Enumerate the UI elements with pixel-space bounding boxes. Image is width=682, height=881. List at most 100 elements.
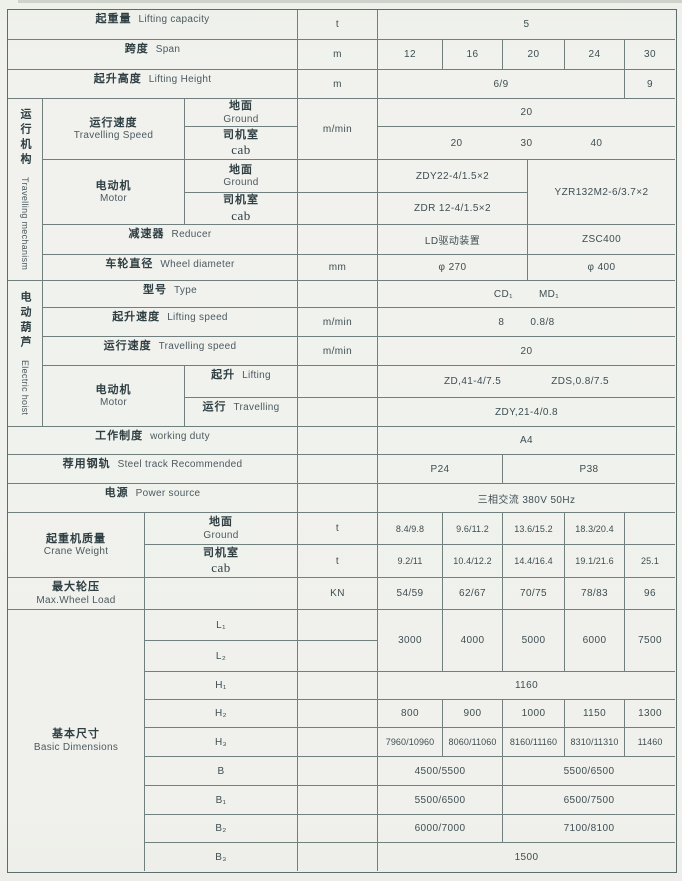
value-wheel-right: φ 400 (528, 255, 675, 281)
label-h3: H₃ (145, 728, 298, 757)
unit-cell-empty (298, 672, 378, 700)
value-span-30: 30 (625, 40, 675, 70)
value-reducer-left: LD驱动装置 (378, 225, 528, 255)
row-hoist-travelling-speed: 运行速度 Travelling speed m/min 20 (43, 337, 675, 366)
label-travelling: 运行 Travelling (185, 398, 298, 427)
label-ground: 地面 Ground (185, 99, 298, 127)
label-b2: B₂ (145, 815, 298, 843)
value-cell-empty (625, 513, 675, 545)
unit-cell-empty (298, 427, 378, 455)
label-l2: L₂ (145, 641, 298, 672)
row-steel-track: 荐用钢轨 Steel track Recommended P24 P38 (8, 455, 676, 484)
value-track-right: P38 (503, 455, 675, 484)
scan-artifact-strip (18, 0, 682, 3)
value-reducer-right: ZSC400 (528, 225, 675, 255)
value-h1: 1160 (378, 672, 675, 700)
row-h2: H₂ 800 900 1000 1150 1300 (145, 700, 675, 728)
label-b3: B₃ (145, 843, 298, 871)
label-h2: H₂ (145, 700, 298, 728)
label-b: B (145, 757, 298, 786)
value-lifting-height-30: 9 (625, 70, 675, 99)
label-lifting-speed: 起升速度 Lifting speed (43, 308, 298, 337)
value-speed-ground: 20 (378, 99, 675, 127)
label-cab: 司机室 cab (145, 545, 298, 578)
value-cell: 7500 (625, 610, 675, 672)
value-cell: 13.6/15.2 (503, 513, 565, 545)
value-cell: 25.1 (625, 545, 675, 578)
value-hoist-type: CD₁ MD₁ (378, 281, 675, 308)
value-motor-cab: ZDR 12-4/1.5×2 (378, 193, 528, 225)
motor-values-left: ZDY22-4/1.5×2 ZDR 12-4/1.5×2 (378, 160, 528, 225)
travelling-speed-values: 20 20 30 40 (378, 99, 675, 160)
value-cell: 4000 (443, 610, 503, 672)
unit-cell: mm (298, 255, 378, 281)
value-power-source: 三相交流 380V 50Hz (378, 484, 675, 513)
row-b3: B₃ 1500 (145, 843, 675, 871)
unit-cell: m/min (298, 337, 378, 366)
row-hoist-lifting-speed: 起升速度 Lifting speed m/min 8 0.8/8 (43, 308, 675, 337)
label-basic-dimensions: 基本尺寸 Basic Dimensions (8, 610, 145, 871)
value-lifting-capacity: 5 (378, 10, 675, 40)
value-lifting-height-main: 6/9 (378, 70, 625, 99)
value-b-left: 4500/5500 (378, 757, 503, 786)
label-h1: H₁ (145, 672, 298, 700)
unit-cell-empty (298, 484, 378, 513)
label-ground: 地面 Ground (145, 513, 298, 545)
unit-cell-empty (298, 366, 378, 398)
rows-l1-l2: L₁ L₂ 3000 4000 5000 6000 7500 (145, 610, 675, 672)
value-span-24: 24 (565, 40, 625, 70)
value-b3: 1500 (514, 851, 539, 863)
unit-cell-empty (298, 757, 378, 786)
label-hoist-travelling-speed: 运行速度 Travelling speed (43, 337, 298, 366)
label-ground: 地面 Ground (185, 160, 298, 193)
row-reducer: 减速器 Reducer LD驱动装置 ZSC400 (43, 225, 675, 255)
motor-values: ZDY22-4/1.5×2 ZDR 12-4/1.5×2 YZR132M2-6/… (378, 160, 675, 225)
unit-cell-empty (298, 160, 378, 193)
hoist-motor-values: ZD,41-4/7.5 ZDS,0.8/7.5 ZDY,21-4/0.8 (378, 366, 675, 427)
value-b-right: 5500/6500 (503, 757, 675, 786)
value-lifting-speed: 8 0.8/8 (378, 308, 675, 337)
crane-weight-units: t t (298, 513, 378, 578)
crane-spec-table: 起重量 Lifting capacity t 5 跨度 Span m 12 16… (7, 9, 677, 873)
value-cell: 1150 (565, 700, 625, 728)
vertical-label: 电动葫芦Electric hoist (19, 291, 32, 416)
label-lifting-height: 起升高度 Lifting Height (8, 70, 298, 99)
value-cell: 6000 (565, 610, 625, 672)
label-motor: 电动机 Motor (43, 160, 185, 225)
value-cell: 1300 (625, 700, 675, 728)
value-cell: 900 (443, 700, 503, 728)
value-cell: 7960/10960 (378, 728, 443, 757)
row-h3: H₃ 7960/10960 8060/11060 8160/11160 8310… (145, 728, 675, 757)
section-crane-weight: 起重机质量 Crane Weight 地面 Ground 司机室 cab t t (8, 513, 676, 578)
motor-unit-cells (298, 160, 378, 225)
label-cab: 司机室 cab (185, 193, 298, 225)
unit-cell-empty (298, 398, 378, 427)
travelling-speed-sublabels: 地面 Ground 司机室 cab (185, 99, 298, 160)
unit-cell: m (298, 70, 378, 99)
unit-cell-empty (298, 843, 378, 871)
subsection-hoist-motor: 电动机 Motor 起升 Lifting 运行 Travelling (43, 366, 675, 427)
unit-cell-empty (298, 815, 378, 843)
l1-l2-values: 3000 4000 5000 6000 7500 (378, 610, 675, 672)
unit-cell: t (298, 513, 378, 545)
value-motor-ground: ZDY22-4/1.5×2 (378, 160, 528, 193)
label-span: 跨度 Span (8, 40, 298, 70)
crane-weight-sublabels: 地面 Ground 司机室 cab (145, 513, 298, 578)
value-cell: 14.4/16.4 (503, 545, 565, 578)
label-b1: B₁ (145, 786, 298, 815)
row-lifting-capacity: 起重量 Lifting capacity t 5 (8, 10, 676, 40)
row-b: B 4500/5500 5500/6500 (145, 757, 675, 786)
travelling-mechanism-rows: 运行速度 Travelling Speed 地面 Ground 司机室 cab (43, 99, 675, 281)
vertical-label: 运行机构Travelling mechanism (19, 108, 32, 271)
unit-cell: KN (298, 578, 378, 610)
label-steel-track: 荐用钢轨 Steel track Recommended (8, 455, 298, 484)
value-cell: 9.6/11.2 (443, 513, 503, 545)
unit-cell: t (298, 545, 378, 578)
value-track-left: P24 (378, 455, 503, 484)
unit-cell-empty (298, 455, 378, 484)
label-hoist-motor: 电动机 Motor (43, 366, 185, 427)
hoist-motor-sublabels: 起升 Lifting 运行 Travelling (185, 366, 298, 427)
row-wheel-diameter: 车轮直径 Wheel diameter mm φ 270 φ 400 (43, 255, 675, 281)
value-motor-merged: YZR132M2-6/3.7×2 (528, 160, 675, 225)
value-cell: 1000 (503, 700, 565, 728)
